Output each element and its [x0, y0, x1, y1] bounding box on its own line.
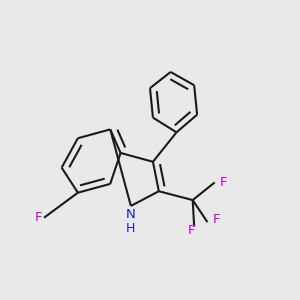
Text: F: F [220, 176, 227, 189]
Text: F: F [34, 211, 42, 224]
Text: F: F [188, 224, 195, 238]
Text: F: F [212, 213, 220, 226]
Text: N: N [126, 208, 136, 221]
Text: H: H [126, 221, 136, 235]
